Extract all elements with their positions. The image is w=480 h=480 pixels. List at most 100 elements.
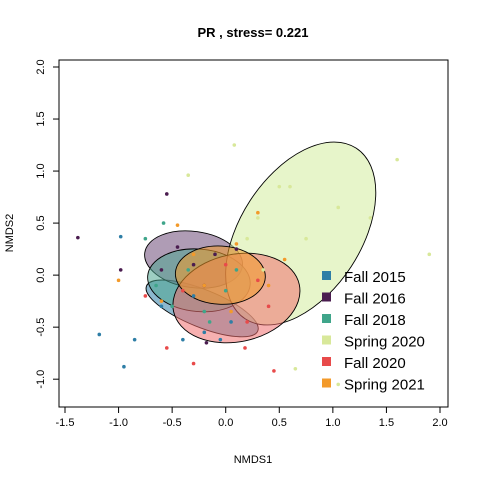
point-spring-2020 <box>304 236 308 241</box>
y-tick-label: 2.0 <box>35 59 47 74</box>
point-fall-2020 <box>164 346 169 350</box>
point-fall-2016 <box>213 252 217 257</box>
legend-swatch-fall-2020 <box>322 357 331 366</box>
point-fall-2020 <box>181 288 185 293</box>
point-fall-2015 <box>122 364 126 369</box>
point-fall-2018 <box>223 288 228 293</box>
x-tick-label: 0.5 <box>272 417 287 429</box>
chart-title: PR , stress= 0.221 <box>198 25 309 40</box>
legend-label-fall-2015: Fall 2015 <box>344 269 406 286</box>
x-tick-label: -1.5 <box>56 417 75 429</box>
point-fall-2018 <box>202 309 207 314</box>
point-spring-2020 <box>245 236 249 241</box>
point-fall-2018 <box>234 268 239 272</box>
legend-swatch-fall-2016 <box>322 292 331 302</box>
y-tick-label: -0.5 <box>35 318 47 337</box>
point-fall-2015 <box>191 294 196 298</box>
point-spring-2021 <box>234 242 239 246</box>
point-spring-2020 <box>261 268 266 272</box>
point-spring-2021 <box>282 257 287 262</box>
legend-swatch-spring-2021 <box>322 378 331 388</box>
point-fall-2018 <box>207 320 212 324</box>
point-spring-2020 <box>186 173 191 178</box>
point-spring-2021 <box>191 252 196 257</box>
point-fall-2020 <box>245 320 249 324</box>
point-fall-2018 <box>154 283 158 288</box>
legend-swatch-fall-2015 <box>322 271 331 280</box>
point-fall-2016 <box>118 268 123 272</box>
x-tick-label: -1.0 <box>109 417 128 429</box>
point-fall-2015 <box>132 337 137 342</box>
point-fall-2020 <box>143 294 148 298</box>
point-fall-2016 <box>191 262 196 267</box>
point-spring-2020 <box>288 184 292 189</box>
y-axis: -1.0 -0.5 0.0 0.5 1.0 1.5 2.0 <box>35 59 59 389</box>
point-spring-2021 <box>175 223 180 227</box>
point-spring-2021 <box>159 299 164 303</box>
point-spring-2020 <box>368 216 373 220</box>
point-fall-2015 <box>229 320 233 324</box>
point-fall-2016 <box>159 268 164 272</box>
legend-label-spring-2020: Spring 2020 <box>344 334 425 351</box>
point-fall-2020 <box>191 361 196 366</box>
ellipse-spring-2021 <box>174 245 266 305</box>
point-spring-2020 <box>232 143 237 147</box>
point-fall-2020 <box>223 262 228 267</box>
ellipse-layer <box>144 141 377 344</box>
x-tick-label: 1.5 <box>379 417 394 429</box>
point-fall-2018 <box>170 304 174 309</box>
y-tick-label: 0.5 <box>35 215 47 230</box>
point-fall-2015 <box>97 332 102 337</box>
point-fall-2018 <box>143 236 148 241</box>
point-spring-2020 <box>336 205 341 210</box>
point-fall-2020 <box>243 346 247 350</box>
point-fall-2015 <box>202 330 207 335</box>
y-tick-label: 0.0 <box>35 267 47 282</box>
point-fall-2018 <box>161 221 166 225</box>
point-spring-2020 <box>336 382 341 387</box>
y-axis-label: NMDS2 <box>4 214 16 253</box>
point-fall-2016 <box>175 245 180 249</box>
point-spring-2021 <box>229 309 233 314</box>
x-tick-label: -0.5 <box>163 417 182 429</box>
point-spring-2021 <box>202 283 207 288</box>
y-tick-label: 1.5 <box>35 111 47 126</box>
x-tick-label: 1.0 <box>325 417 340 429</box>
point-fall-2020 <box>256 278 260 283</box>
legend-label-fall-2020: Fall 2020 <box>344 355 406 372</box>
legend-swatch-spring-2020 <box>322 335 331 345</box>
point-fall-2020 <box>266 304 271 309</box>
legend-label-fall-2016: Fall 2016 <box>344 291 406 308</box>
legend-label-spring-2021: Spring 2021 <box>344 377 425 394</box>
y-tick-label: 1.0 <box>35 163 47 178</box>
point-fall-2020 <box>272 369 276 373</box>
point-spring-2021 <box>266 283 271 288</box>
point-fall-2015 <box>218 337 223 342</box>
point-fall-2016 <box>204 340 209 345</box>
point-spring-2020 <box>395 157 399 162</box>
point-spring-2020 <box>256 216 260 220</box>
point-spring-2020 <box>293 366 298 371</box>
point-fall-2016 <box>76 235 80 240</box>
point-fall-2016 <box>234 247 239 251</box>
legend: Fall 2015 Fall 2016 Fall 2018 Spring 2020 Fa… <box>322 269 425 394</box>
legend-swatch-fall-2018 <box>322 314 331 323</box>
x-axis: -1.5 -1.0 -0.5 0.0 0.5 1.0 1.5 2.0 <box>56 407 448 429</box>
point-fall-2015 <box>159 304 164 309</box>
points-layer <box>76 143 432 387</box>
x-tick-label: 0.0 <box>218 417 233 429</box>
point-fall-2015 <box>181 337 185 342</box>
point-spring-2021 <box>256 210 260 215</box>
point-spring-2021 <box>116 278 121 283</box>
y-tick-label: -1.0 <box>35 370 47 389</box>
point-spring-2020 <box>427 252 432 257</box>
point-fall-2018 <box>186 268 191 272</box>
plot-frame <box>58 59 449 408</box>
point-spring-2020 <box>277 184 282 189</box>
point-fall-2016 <box>164 192 169 196</box>
point-fall-2015 <box>118 234 123 239</box>
x-tick-label: 2.0 <box>432 417 447 429</box>
legend-label-fall-2018: Fall 2018 <box>344 312 406 329</box>
x-axis-label: NMDS1 <box>234 454 273 466</box>
